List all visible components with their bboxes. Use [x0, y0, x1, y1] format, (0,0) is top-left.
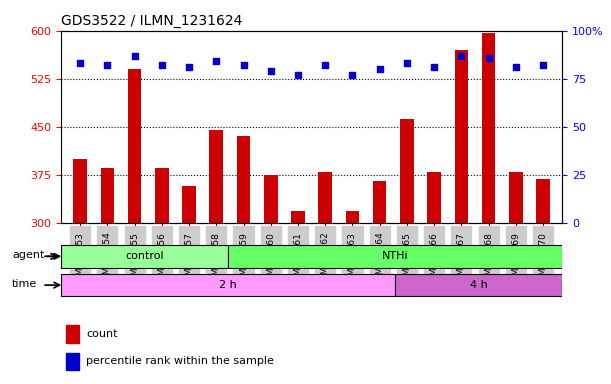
- Bar: [264, 175, 277, 384]
- Bar: [128, 69, 141, 384]
- Text: GDS3522 / ILMN_1231624: GDS3522 / ILMN_1231624: [61, 14, 243, 28]
- Point: [184, 64, 194, 70]
- Bar: [427, 172, 441, 384]
- Bar: [101, 168, 114, 384]
- Bar: [155, 168, 169, 384]
- Point: [375, 66, 384, 72]
- Point: [402, 60, 412, 66]
- Point: [538, 62, 548, 68]
- Point: [511, 64, 521, 70]
- Text: count: count: [86, 329, 118, 339]
- Bar: [455, 50, 468, 384]
- Bar: [291, 211, 305, 384]
- Text: NTHi: NTHi: [382, 251, 408, 262]
- Bar: [182, 185, 196, 384]
- Point: [130, 53, 139, 59]
- Text: 4 h: 4 h: [470, 280, 488, 290]
- Bar: [536, 179, 550, 384]
- Point: [484, 55, 494, 61]
- Text: percentile rank within the sample: percentile rank within the sample: [86, 356, 274, 366]
- Point: [157, 62, 167, 68]
- Point: [103, 62, 112, 68]
- Text: agent: agent: [12, 250, 45, 260]
- Bar: [210, 130, 223, 384]
- Point: [456, 53, 466, 59]
- Bar: [509, 172, 522, 384]
- Bar: [373, 181, 387, 384]
- Text: 2 h: 2 h: [219, 280, 237, 290]
- Bar: [346, 211, 359, 384]
- Bar: [73, 159, 87, 384]
- Point: [211, 58, 221, 65]
- Point: [430, 64, 439, 70]
- FancyBboxPatch shape: [395, 274, 562, 296]
- FancyBboxPatch shape: [61, 274, 395, 296]
- Point: [293, 72, 303, 78]
- Point: [266, 68, 276, 74]
- Text: control: control: [125, 251, 164, 262]
- Point: [239, 62, 249, 68]
- Text: time: time: [12, 279, 37, 289]
- Bar: [482, 33, 496, 384]
- Bar: [318, 172, 332, 384]
- Point: [348, 72, 357, 78]
- Bar: [66, 325, 79, 343]
- Point: [320, 62, 330, 68]
- FancyBboxPatch shape: [228, 245, 562, 268]
- Bar: [66, 353, 79, 370]
- Bar: [400, 119, 414, 384]
- Bar: [236, 136, 251, 384]
- Point: [75, 60, 85, 66]
- FancyBboxPatch shape: [61, 245, 228, 268]
